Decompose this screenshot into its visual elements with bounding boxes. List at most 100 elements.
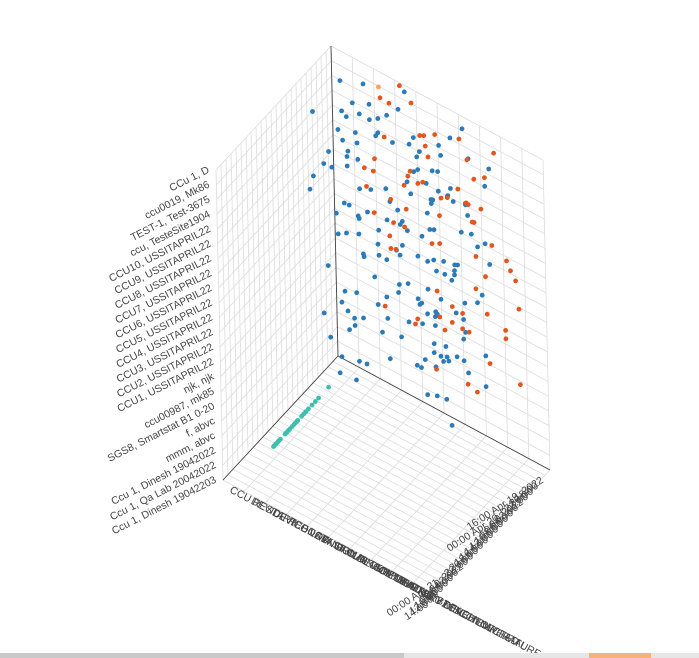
data-point[interactable]: [405, 281, 411, 286]
data-point[interactable]: [479, 292, 485, 298]
data-point[interactable]: [441, 259, 446, 264]
data-point[interactable]: [419, 233, 425, 239]
data-point[interactable]: [444, 195, 450, 201]
data-point[interactable]: [377, 95, 383, 101]
data-point[interactable]: [460, 326, 465, 332]
data-point[interactable]: [326, 384, 331, 390]
scrollbar-thumb[interactable]: [0, 653, 404, 658]
data-point[interactable]: [444, 354, 450, 360]
data-point[interactable]: [365, 209, 370, 215]
data-point[interactable]: [420, 321, 425, 327]
data-point[interactable]: [438, 296, 444, 302]
data-point[interactable]: [357, 186, 362, 192]
data-point[interactable]: [397, 282, 402, 287]
data-point[interactable]: [328, 334, 334, 340]
data-point[interactable]: [340, 137, 345, 143]
data-point[interactable]: [395, 106, 401, 112]
data-point[interactable]: [483, 274, 488, 280]
data-point[interactable]: [364, 361, 370, 367]
data-point[interactable]: [483, 353, 489, 359]
data-point[interactable]: [431, 341, 437, 347]
data-point[interactable]: [513, 278, 518, 284]
data-point[interactable]: [456, 136, 462, 142]
data-point[interactable]: [291, 422, 297, 427]
data-point[interactable]: [352, 323, 358, 328]
data-point[interactable]: [482, 241, 488, 247]
data-point[interactable]: [307, 186, 313, 192]
data-point[interactable]: [464, 157, 470, 163]
data-point[interactable]: [396, 290, 401, 295]
data-point[interactable]: [417, 149, 422, 155]
data-point[interactable]: [380, 329, 385, 335]
data-point[interactable]: [434, 268, 439, 274]
data-point[interactable]: [321, 310, 327, 316]
data-point[interactable]: [375, 302, 381, 307]
data-point[interactable]: [415, 181, 421, 186]
data-point[interactable]: [434, 288, 440, 294]
data-point[interactable]: [452, 272, 457, 278]
data-point[interactable]: [460, 311, 465, 316]
data-point[interactable]: [325, 263, 331, 268]
data-point[interactable]: [471, 176, 477, 182]
data-point[interactable]: [438, 353, 444, 359]
data-point[interactable]: [301, 411, 307, 417]
data-point[interactable]: [475, 300, 480, 306]
data-point[interactable]: [345, 308, 351, 314]
data-point[interactable]: [463, 200, 469, 206]
data-point[interactable]: [434, 393, 440, 399]
data-point[interactable]: [442, 271, 448, 277]
data-point[interactable]: [326, 149, 331, 154]
data-point[interactable]: [407, 168, 413, 174]
data-point[interactable]: [468, 231, 474, 237]
data-point[interactable]: [382, 303, 388, 309]
data-point[interactable]: [435, 188, 441, 194]
data-point[interactable]: [487, 361, 493, 366]
data-point[interactable]: [287, 426, 292, 432]
data-point[interactable]: [473, 254, 479, 259]
data-point[interactable]: [411, 169, 417, 175]
data-point[interactable]: [344, 154, 350, 159]
data-point[interactable]: [370, 168, 376, 174]
data-point[interactable]: [417, 133, 423, 138]
data-point[interactable]: [475, 389, 480, 395]
data-point[interactable]: [376, 227, 382, 233]
data-point[interactable]: [386, 100, 392, 106]
data-point[interactable]: [383, 186, 389, 192]
data-point[interactable]: [406, 319, 412, 325]
data-point[interactable]: [486, 166, 492, 172]
data-point[interactable]: [306, 406, 311, 412]
data-point[interactable]: [372, 274, 378, 280]
data-point[interactable]: [458, 229, 464, 235]
data-point[interactable]: [408, 100, 414, 106]
data-point[interactable]: [335, 231, 341, 237]
data-point[interactable]: [436, 143, 441, 148]
data-point[interactable]: [356, 216, 362, 221]
data-point[interactable]: [455, 186, 461, 192]
data-point[interactable]: [508, 268, 513, 274]
data-point[interactable]: [478, 206, 484, 212]
data-point[interactable]: [352, 130, 358, 136]
data-point[interactable]: [401, 182, 407, 188]
data-point[interactable]: [375, 116, 381, 121]
data-point[interactable]: [431, 227, 437, 233]
data-point[interactable]: [410, 135, 416, 141]
data-point[interactable]: [466, 329, 472, 335]
data-point[interactable]: [310, 109, 315, 114]
data-point[interactable]: [335, 127, 341, 132]
data-point[interactable]: [316, 395, 321, 401]
data-point[interactable]: [406, 141, 412, 147]
data-point[interactable]: [414, 154, 420, 160]
data-point[interactable]: [344, 163, 350, 169]
data-point[interactable]: [417, 302, 423, 307]
data-point[interactable]: [367, 117, 372, 123]
data-point[interactable]: [461, 317, 466, 322]
data-point[interactable]: [433, 323, 438, 328]
data-point[interactable]: [503, 336, 509, 342]
data-point[interactable]: [402, 224, 407, 230]
data-point[interactable]: [425, 311, 430, 317]
data-point[interactable]: [309, 402, 315, 408]
data-point[interactable]: [437, 314, 443, 320]
data-point[interactable]: [381, 134, 387, 140]
data-point[interactable]: [390, 140, 395, 145]
data-point[interactable]: [437, 241, 443, 247]
